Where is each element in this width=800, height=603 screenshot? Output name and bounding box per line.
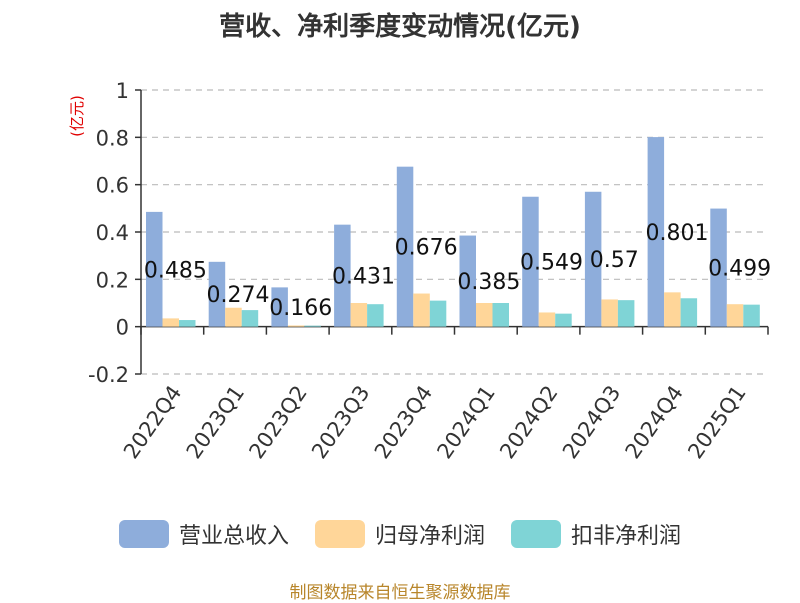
y-axis-unit-label: (亿元) [68, 95, 86, 137]
x-tick-label: 2023Q3 [307, 381, 374, 463]
legend-label-non-gaap-profit: 扣非净利润 [571, 524, 682, 549]
data-label: 0.57 [590, 248, 639, 273]
data-label: 0.431 [332, 265, 395, 290]
legend-label-revenue: 营业总收入 [178, 524, 289, 549]
bar-non-gaap-profit [492, 303, 509, 327]
bar-non-gaap-profit [179, 320, 196, 327]
bar-revenue [208, 261, 226, 327]
data-label: 0.801 [645, 221, 708, 246]
x-tick-label: 2023Q4 [370, 381, 437, 463]
bar-non-gaap-profit [680, 298, 698, 327]
data-label: 0.385 [457, 270, 520, 295]
x-tick-label: 2023Q2 [244, 381, 311, 463]
y-tick-label: 0.6 [96, 174, 129, 198]
bar-revenue [522, 196, 539, 327]
data-label: 0.549 [520, 251, 583, 276]
x-tick-label: 2025Q1 [683, 381, 750, 463]
bar-revenue [396, 166, 414, 327]
bar-net-profit [476, 303, 493, 327]
bar-non-gaap-profit [743, 304, 760, 327]
legend-label-net-profit: 归母净利润 [374, 524, 485, 549]
bar-net-profit [225, 307, 242, 327]
data-label: 0.499 [708, 257, 771, 282]
bar-net-profit [413, 293, 430, 327]
bar-net-profit [350, 303, 368, 327]
x-tick-label: 2022Q4 [119, 381, 186, 463]
y-tick-label: 1 [116, 79, 129, 103]
y-tick-label: 0.4 [96, 221, 129, 245]
legend-item-non-gaap-profit[interactable]: 扣非净利润 [511, 518, 681, 550]
y-tick-label: 0.8 [96, 126, 129, 150]
data-source-note: 制图数据来自恒生聚源数据库 [289, 583, 511, 603]
bar-non-gaap-profit [304, 325, 321, 327]
bar-non-gaap-profit [429, 300, 447, 327]
y-tick-label: -0.2 [88, 363, 129, 387]
bar-revenue [710, 208, 727, 327]
legend-swatch-net-profit [314, 520, 365, 548]
bar-revenue [334, 224, 351, 327]
bar-net-profit [162, 318, 179, 327]
data-label: 0.676 [395, 236, 458, 261]
legend: 营业总收入 归母净利润 扣非净利润 [0, 518, 800, 550]
bar-net-profit [538, 312, 556, 327]
x-tick-label: 2024Q2 [495, 381, 562, 463]
bar-net-profit [664, 292, 681, 327]
y-tick-label: 0 [116, 316, 129, 340]
data-label: 0.485 [144, 258, 207, 283]
bar-net-profit [287, 325, 305, 327]
chart-title: 营收、净利季度变动情况(亿元) [219, 12, 581, 42]
x-tick-label: 2024Q4 [621, 381, 688, 463]
legend-swatch-non-gaap-profit [511, 520, 561, 548]
x-tick-label: 2024Q1 [432, 381, 499, 463]
bar-net-profit [726, 304, 744, 327]
bar-revenue [584, 191, 602, 327]
data-label: 0.274 [207, 283, 270, 308]
bar-non-gaap-profit [367, 304, 384, 327]
legend-item-revenue[interactable]: 营业总收入 [118, 518, 289, 550]
bar-revenue [459, 235, 476, 327]
bar-non-gaap-profit [555, 313, 572, 327]
bar-net-profit [601, 299, 618, 327]
legend-swatch-revenue [118, 520, 169, 548]
x-tick-label: 2024Q3 [558, 381, 625, 463]
y-tick-label: 0.2 [96, 268, 129, 292]
legend-item-net-profit[interactable]: 归母净利润 [314, 518, 485, 550]
x-tick-label: 2023Q1 [182, 381, 249, 463]
bar-revenue [146, 211, 163, 327]
bar-non-gaap-profit [241, 310, 259, 327]
data-label: 0.166 [269, 296, 332, 321]
bar-revenue [647, 137, 665, 327]
bar-non-gaap-profit [617, 300, 635, 327]
bar-revenue [271, 287, 288, 327]
